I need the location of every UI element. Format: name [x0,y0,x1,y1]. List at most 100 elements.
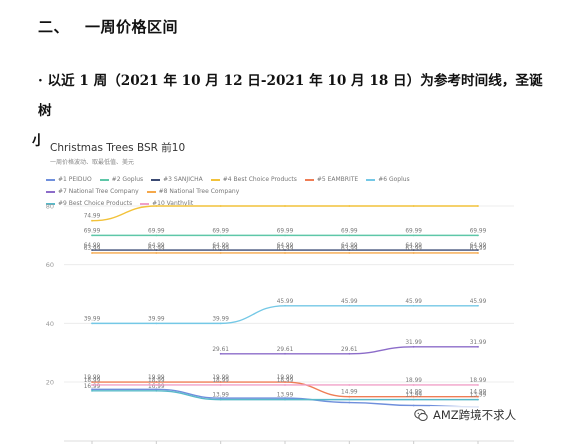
data-point [91,389,93,392]
data-point [91,381,93,383]
data-point [412,249,415,251]
legend-label: #5 EAMBRITE [316,176,359,183]
data-point [348,384,351,386]
data-label: 63.99 [84,246,101,252]
data-point [477,234,479,237]
data-label: 16.99 [84,384,101,390]
data-point [348,401,351,404]
legend-swatch [146,190,156,193]
data-point [219,205,222,207]
series-line [91,205,478,222]
legend-swatch [304,178,314,181]
line-chart: 20 40 60 80 69.99 69.99 69.99 69.99 69.99 69.99 69… [46,203,514,444]
data-label: 14.99 [470,390,487,396]
data-point [155,249,158,251]
data-label: 69.99 [212,228,229,234]
data-point [284,252,286,254]
data-label: 39.99 [84,316,101,322]
data-label: 64.99 [470,243,487,249]
data-label: 63.99 [212,246,229,252]
legend-item[interactable]: #10 Vanthylit [140,198,193,210]
data-label: 69.99 [84,228,101,234]
data-label: 69.99 [277,228,294,234]
data-point [219,384,222,386]
chart-title: Christmas Trees BSR 前10 [50,142,186,154]
data-label: 64.99 [84,243,101,249]
legend-swatch [46,190,55,193]
data-label: 13.99 [470,393,487,399]
data-point [91,388,93,391]
legend-item[interactable]: #7 National Tree Company [46,186,139,198]
data-point [348,249,351,251]
data-point [477,384,479,386]
y-tick-label: 60 [46,261,54,269]
legend-item[interactable]: #6 Goplus [366,174,410,186]
data-point [284,381,286,383]
data-label: 19.99 [277,375,294,381]
data-point [477,395,479,398]
data-point [155,234,158,237]
y-tick-label: 80 [46,203,54,211]
data-label: 16.99 [148,384,165,390]
data-label: 19.99 [84,375,101,381]
data-point [284,205,286,207]
data-point [412,205,415,207]
legend-label: #8 National Tree Company [158,188,240,195]
data-point [155,381,158,383]
data-label: 63.99 [405,246,422,252]
data-label: 64.99 [341,243,358,249]
data-label: 45.99 [277,299,294,305]
legend-label: #4 Best Choice Products [222,176,297,183]
data-label: 14.99 [405,390,422,396]
data-label: 45.99 [405,299,422,305]
legend-item[interactable]: #5 EAMBRITE [304,174,359,186]
legend-swatch [46,202,55,205]
data-point [91,234,93,237]
legend-swatch [46,178,55,181]
data-label: 63.99 [470,246,487,252]
chart-card: Christmas Trees BSR 前10 一周价格波动、取最低值、美元 #… [40,132,526,444]
data-label: 31.99 [405,340,422,346]
data-label: 69.99 [470,228,487,234]
legend-item[interactable]: #8 National Tree Company [146,186,240,198]
data-point [284,397,286,400]
data-point [219,398,222,401]
data-point [477,304,479,307]
data-label: 39.99 [148,316,165,322]
data-label: 69.99 [148,228,165,234]
data-point [348,252,351,254]
data-point [477,205,479,207]
data-label: 18.99 [212,378,229,384]
data-point [91,219,93,222]
data-label: 14.99 [341,390,358,396]
data-point [284,398,286,401]
section-heading: 二、 一周价格区间 [38,16,178,37]
legend-item[interactable]: #1 PEIDUO [46,174,92,186]
legend-item[interactable]: #9 Best Choice Products [46,198,132,210]
data-point [348,352,351,355]
legend-label: #3 SANJICHA [163,176,203,183]
data-label: 18.99 [405,378,422,384]
chart-subtitle: 一周价格波动、取最低值、美元 [50,159,135,166]
data-label: 19.99 [148,375,165,381]
data-point [91,322,93,325]
legend-swatch [151,178,161,181]
legend-item[interactable]: #3 SANJICHA [151,174,203,186]
data-label: 29.61 [277,347,294,353]
legend-label: #10 Vanthylit [152,200,194,207]
data-point [155,384,158,386]
legend-item[interactable]: #2 Goplus [99,174,143,186]
data-point [91,252,93,254]
data-label: 45.99 [341,299,358,305]
data-point [412,345,415,348]
data-point [412,404,415,407]
legend-label: #7 National Tree Company [58,188,139,195]
legend-swatch [210,178,220,181]
data-point [348,304,351,307]
data-point [284,304,286,307]
data-point [412,398,415,401]
legend-swatch [140,202,150,205]
legend-item[interactable]: #4 Best Choice Products [210,174,297,186]
data-label: 13.99 [405,393,422,399]
data-point [348,395,351,398]
